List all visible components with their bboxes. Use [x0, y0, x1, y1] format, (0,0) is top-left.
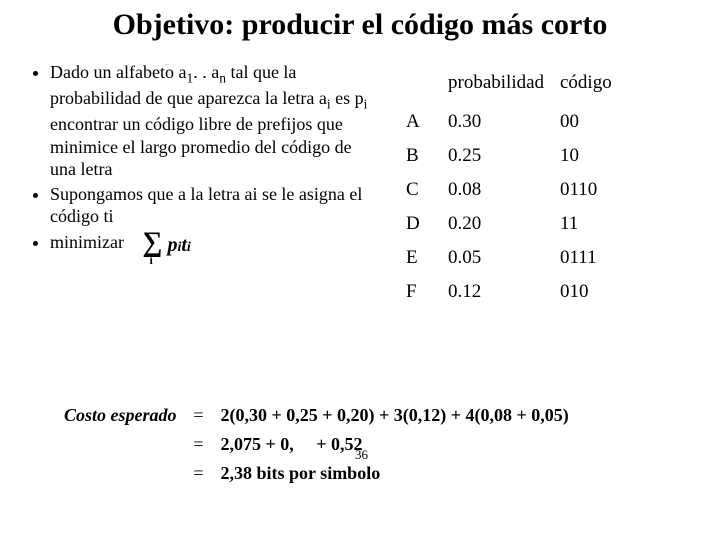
table-row: E0.050111 [402, 242, 678, 274]
sigma-symbol: ∑ [142, 230, 162, 255]
term-ti: i [187, 240, 191, 255]
cost-row3: 2,38 bits por simbolo [215, 460, 575, 487]
table-row: B0.2510 [402, 140, 678, 172]
b1-s2: n [219, 70, 226, 85]
cell-letter: A [402, 106, 442, 138]
page-number: 36 [355, 447, 368, 463]
right-column: probabilidad código A0.3000 B0.2510 C0.0… [400, 61, 680, 310]
expected-cost-block: Costo esperado = 2(0,30 + 0,25 + 0,20) +… [56, 400, 577, 489]
cost-eq: = [185, 402, 213, 429]
cell-code: 0111 [556, 242, 678, 274]
b1-mid3: es p [331, 88, 364, 108]
bullet-1: Dado un alfabeto a1. . an tal que la pro… [50, 61, 378, 181]
bullet-3: minimizar ∑ i piti [50, 230, 378, 258]
cell-code: 010 [556, 276, 678, 308]
table-row: D0.2011 [402, 208, 678, 240]
left-column: Dado un alfabeto a1. . an tal que la pro… [28, 61, 378, 310]
table-header: probabilidad código [402, 67, 678, 104]
table-row: A0.3000 [402, 106, 678, 138]
cost-table: Costo esperado = 2(0,30 + 0,25 + 0,20) +… [56, 400, 577, 489]
b1-post: encontrar un código libre de prefijos qu… [50, 114, 352, 179]
b1-s4: i [364, 97, 368, 112]
tiny-caption: ... [165, 62, 169, 67]
cell-code: 11 [556, 208, 678, 240]
table-row: C0.080110 [402, 174, 678, 206]
b3-text: minimizar [50, 232, 124, 252]
b1-mid: . . a [193, 62, 219, 82]
cell-letter: F [402, 276, 442, 308]
table-row: F0.12010 [402, 276, 678, 308]
cell-prob: 0.25 [444, 140, 554, 172]
content-row: Dado un alfabeto a1. . an tal que la pro… [0, 43, 720, 310]
cell-prob: 0.12 [444, 276, 554, 308]
sum-formula: ∑ i piti [142, 230, 190, 258]
cell-letter: B [402, 140, 442, 172]
hdr-code: código [556, 67, 678, 104]
cost-label: Costo esperado [58, 402, 183, 429]
sum-term: piti [167, 234, 190, 256]
cell-letter: D [402, 208, 442, 240]
cost-r2a: 2,075 + 0, [221, 434, 294, 454]
cost-row1: 2(0,30 + 0,25 + 0,20) + 3(0,12) + 4(0,08… [215, 402, 575, 429]
cell-prob: 0.05 [444, 242, 554, 274]
cost-eq: = [185, 431, 213, 458]
cell-code: 0110 [556, 174, 678, 206]
bullet-list: Dado un alfabeto a1. . an tal que la pro… [28, 61, 378, 258]
cell-prob: 0.08 [444, 174, 554, 206]
cell-letter: E [402, 242, 442, 274]
cell-letter: C [402, 174, 442, 206]
cell-prob: 0.20 [444, 208, 554, 240]
cell-code: 10 [556, 140, 678, 172]
code-table: probabilidad código A0.3000 B0.2510 C0.0… [400, 65, 680, 310]
cell-code: 00 [556, 106, 678, 138]
sigma-sub: i [149, 253, 152, 268]
bullet-2: Supongamos que a la letra ai se le asign… [50, 183, 378, 228]
hdr-prob: probabilidad [444, 67, 554, 104]
cost-row2: 2,075 + 0,36 + 0,52 [215, 431, 575, 458]
cell-prob: 0.30 [444, 106, 554, 138]
cost-eq: = [185, 460, 213, 487]
term-p: p [167, 234, 177, 256]
slide-title: Objetivo: producir el código más corto [0, 0, 720, 43]
